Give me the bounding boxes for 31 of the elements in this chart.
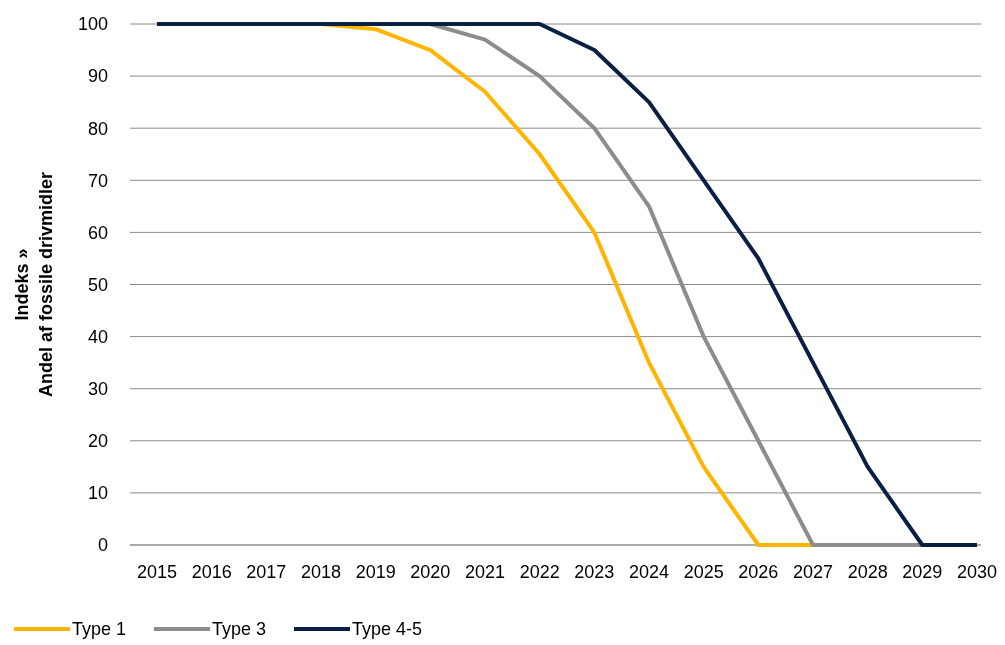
x-tick-label: 2027 [792,562,834,582]
x-tick-label: 2026 [738,562,779,582]
x-tick-label: 2015 [136,562,178,582]
x-tick-label: 2017 [246,562,287,582]
y-tick-label: 80 [87,118,108,139]
x-tick-label: 2023 [574,562,615,582]
y-tick-label: 10 [87,483,108,504]
y-tick-label: 0 [97,535,108,556]
x-tick-label: 2016 [191,562,232,582]
x-tick-label: 2029 [902,562,943,582]
y-tick-label: 100 [77,14,108,35]
y-tick-label: 90 [87,66,108,87]
x-tick-label: 2018 [300,562,342,582]
y-tick-label: 70 [87,170,108,191]
x-tick-label: 2022 [519,562,560,582]
legend-label: Type 1 [72,619,127,639]
y-tick-label: 40 [87,326,108,347]
legend-label: Type 3 [212,619,267,639]
x-tick-label: 2028 [847,562,888,582]
x-tick-label: 2019 [355,562,396,582]
y-tick-label: 50 [87,274,108,295]
y-tick-label: 20 [87,431,108,452]
x-tick-label: 2025 [683,562,724,582]
y-tick-label: 30 [87,379,108,399]
y-axis-title: Indeks » Andel af fossile drivmidler [12,171,56,398]
x-tick-label: 2020 [410,562,451,582]
x-tick-label: 2024 [628,562,670,582]
x-tick-label: 2021 [464,562,506,582]
legend-label: Type 4-5 [352,619,423,639]
y-tick-label: 60 [87,222,108,243]
x-tick-label: 2030 [956,562,998,582]
